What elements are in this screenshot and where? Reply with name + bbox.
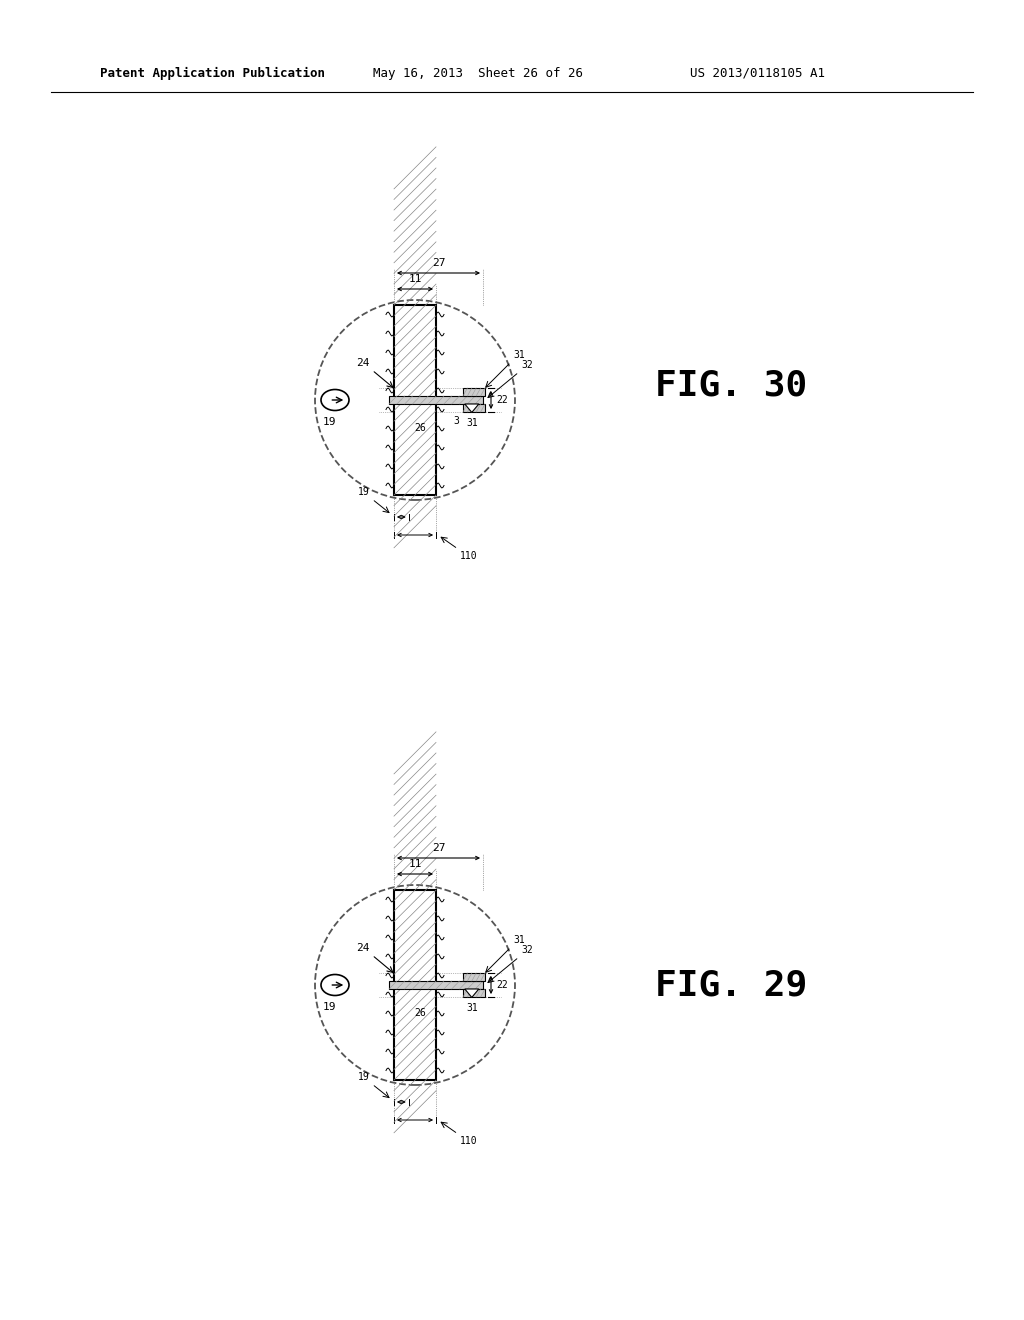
Text: 31: 31 — [513, 350, 524, 360]
Text: Patent Application Publication: Patent Application Publication — [100, 66, 325, 79]
Text: 11: 11 — [409, 275, 422, 284]
Text: 24: 24 — [356, 358, 370, 368]
Text: 19: 19 — [323, 1002, 336, 1012]
Text: 31: 31 — [466, 418, 478, 428]
Text: 27: 27 — [432, 843, 445, 853]
Text: 110: 110 — [460, 1137, 477, 1146]
Text: 3: 3 — [454, 416, 459, 426]
Bar — [389, 396, 483, 404]
Text: 32: 32 — [521, 945, 532, 954]
Polygon shape — [465, 989, 479, 998]
Bar — [389, 981, 483, 989]
Text: 19: 19 — [358, 487, 370, 498]
Text: 26: 26 — [414, 1008, 426, 1018]
Text: 27: 27 — [432, 257, 445, 268]
Text: May 16, 2013  Sheet 26 of 26: May 16, 2013 Sheet 26 of 26 — [373, 66, 583, 79]
Text: 19: 19 — [358, 1072, 370, 1082]
Text: 24: 24 — [356, 942, 370, 953]
Text: 11: 11 — [409, 859, 422, 869]
Text: 110: 110 — [460, 550, 477, 561]
Text: FIG. 29: FIG. 29 — [655, 968, 807, 1002]
Text: 32: 32 — [521, 360, 532, 370]
Text: 31: 31 — [466, 1003, 478, 1012]
Bar — [463, 973, 485, 981]
Text: 22: 22 — [496, 395, 508, 405]
Text: 31: 31 — [513, 935, 524, 945]
Bar — [394, 890, 436, 1080]
Text: 22: 22 — [496, 979, 508, 990]
Polygon shape — [465, 404, 479, 412]
Bar — [463, 404, 485, 412]
Bar — [463, 989, 485, 997]
Text: US 2013/0118105 A1: US 2013/0118105 A1 — [690, 66, 825, 79]
Text: 19: 19 — [323, 417, 336, 426]
Text: 26: 26 — [414, 422, 426, 433]
Bar — [463, 388, 485, 396]
Bar — [394, 305, 436, 495]
Text: FIG. 30: FIG. 30 — [655, 368, 807, 403]
